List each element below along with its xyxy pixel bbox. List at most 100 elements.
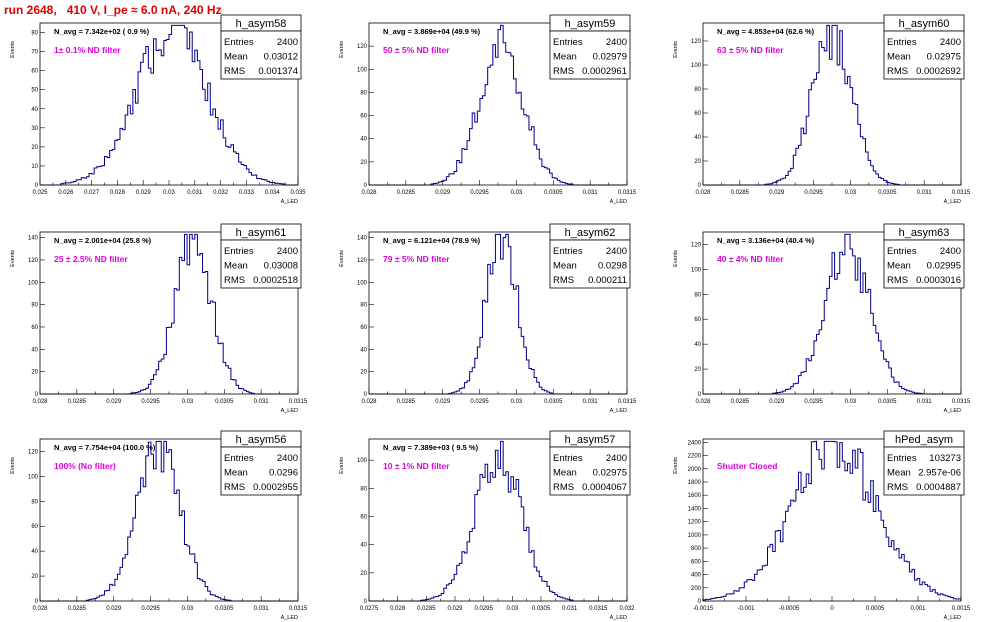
x-tick-label: 0.0305 [544, 190, 563, 196]
panel-h_asym60: 0.028 0.0285 0.029 0.0295 0.03 0.0305 0.031 0.0… [673, 14, 971, 205]
x-tick-label: 0.0285 [397, 399, 416, 405]
y-tick-label: 40 [360, 543, 367, 549]
stats-title: h_asym59 [565, 18, 616, 30]
stats-label: Entries [553, 453, 583, 464]
y-tick-label: 60 [694, 317, 701, 323]
x-tick-label: 0.0295 [470, 190, 489, 196]
x-tick-label: 0.028 [390, 606, 406, 612]
x-tick-label: 0.0305 [878, 399, 897, 405]
x-tick-label: 0.031 [254, 606, 270, 612]
filter-label: 25 ± 2.5% ND filter [54, 254, 128, 264]
run-title: run 2648, 410 V, I_pe ≈ 6.0 nA, 240 Hz [4, 3, 222, 17]
stats-box [883, 446, 965, 496]
y-axis-label: Events [10, 41, 16, 58]
y-tick-label: 10 [31, 164, 38, 170]
navg-label: N_avg = 3.869e+04 (49.9 %) [383, 27, 481, 36]
x-tick-label: 0.001 [910, 606, 926, 612]
y-tick-label: 20 [360, 370, 367, 376]
stats-title: hPed_asym [895, 434, 953, 446]
stats-value: 0.0004067 [582, 482, 627, 493]
stats-label: RMS [224, 275, 245, 286]
y-tick-label: 120 [357, 44, 368, 50]
y-axis-label: Events [339, 457, 345, 474]
y-tick-label: 80 [360, 303, 367, 309]
y-tick-label: 1400 [688, 506, 702, 512]
x-tick-label: 0.029 [106, 399, 122, 405]
stats-label: Mean [224, 52, 248, 63]
y-tick-label: 100 [357, 67, 368, 73]
x-tick-label: 0.0295 [804, 190, 823, 196]
stats-value: 2400 [277, 453, 298, 464]
y-tick-label: 40 [31, 107, 38, 113]
stats-label: Entries [887, 246, 917, 257]
stats-value: 0.02995 [927, 261, 961, 272]
filter-label: 63 ± 5% ND filter [717, 45, 784, 55]
x-tick-label: 0.0285 [731, 399, 750, 405]
stats-value: 0.03012 [264, 52, 298, 63]
y-tick-label: 800 [691, 546, 702, 552]
x-axis-label: A_LED [610, 408, 627, 414]
x-axis-label: A_LED [944, 199, 961, 205]
histogram-h_asym59 [369, 24, 627, 186]
y-tick-label: 100 [28, 280, 39, 286]
panel-h_asym58: 0.025 0.026 0.027 0.028 0.029 0.03 0.031 0.032 0… [10, 14, 306, 205]
filter-label: 10 ± 1% ND filter [383, 461, 450, 471]
x-tick-label: 0.029 [435, 399, 451, 405]
x-tick-label: 0.031 [583, 399, 599, 405]
y-tick-label: 30 [31, 126, 38, 132]
stats-value: 2400 [277, 37, 298, 48]
stats-title: h_asym56 [236, 434, 287, 446]
x-tick-label: 0.025 [32, 190, 48, 196]
stats-value: 0.0298 [598, 261, 627, 272]
y-tick-label: 20 [694, 159, 701, 165]
x-tick-label: 0.0315 [289, 606, 308, 612]
y-axis-label: Events [339, 250, 345, 267]
stats-value: 2.957e-06 [918, 468, 961, 479]
x-tick-label: 0.031 [254, 399, 270, 405]
x-tick-label: 0.029 [136, 190, 152, 196]
x-tick-label: 0.028 [695, 399, 711, 405]
stats-value: 2400 [606, 37, 627, 48]
x-tick-label: 0.034 [265, 190, 281, 196]
histogram-h_asym57 [369, 440, 627, 602]
x-tick-label: 0.0305 [215, 399, 234, 405]
navg-label: N_avg = 7.342e+02 ( 0.9 %) [54, 27, 150, 36]
x-axis-label: A_LED [944, 615, 961, 621]
stats-value: 0.03008 [264, 261, 298, 272]
x-tick-label: 0.03 [182, 606, 194, 612]
filter-label: 100% (No filter) [54, 461, 116, 471]
stats-value: 0.0002692 [916, 66, 961, 77]
y-tick-label: 100 [691, 267, 702, 273]
y-tick-label: 120 [691, 242, 702, 248]
x-tick-label: 0.03 [163, 190, 175, 196]
stats-label: Entries [887, 37, 917, 48]
y-tick-label: 120 [357, 258, 368, 264]
y-tick-label: 0 [698, 392, 702, 398]
filter-label: Shutter Closed [717, 461, 777, 471]
stats-value: 0.0002518 [253, 275, 298, 286]
y-tick-label: 0 [35, 392, 39, 398]
stats-title: h_asym63 [899, 227, 950, 239]
x-tick-label: 0.0315 [952, 190, 971, 196]
x-tick-label: 0.029 [106, 606, 122, 612]
stats-value: 2400 [940, 37, 961, 48]
y-axis-label: Events [10, 457, 16, 474]
x-tick-label: 0.03 [182, 399, 194, 405]
stats-box [549, 30, 631, 80]
stats-label: Mean [224, 261, 248, 272]
y-tick-label: 1200 [688, 520, 702, 526]
y-tick-label: 20 [31, 574, 38, 580]
x-tick-label: 0.026 [58, 190, 74, 196]
y-tick-label: 100 [357, 458, 368, 464]
y-tick-label: 400 [691, 573, 702, 579]
y-tick-label: 0 [35, 599, 39, 605]
y-tick-label: 1000 [688, 533, 702, 539]
x-axis-label: A_LED [610, 615, 627, 621]
x-tick-label: 0.0005 [866, 606, 885, 612]
histogram-hPed_asym [702, 440, 962, 601]
x-tick-label: 0.0285 [397, 190, 416, 196]
y-tick-label: 0 [364, 599, 368, 605]
x-tick-label: 0.0305 [544, 399, 563, 405]
x-tick-label: 0.0315 [618, 190, 637, 196]
